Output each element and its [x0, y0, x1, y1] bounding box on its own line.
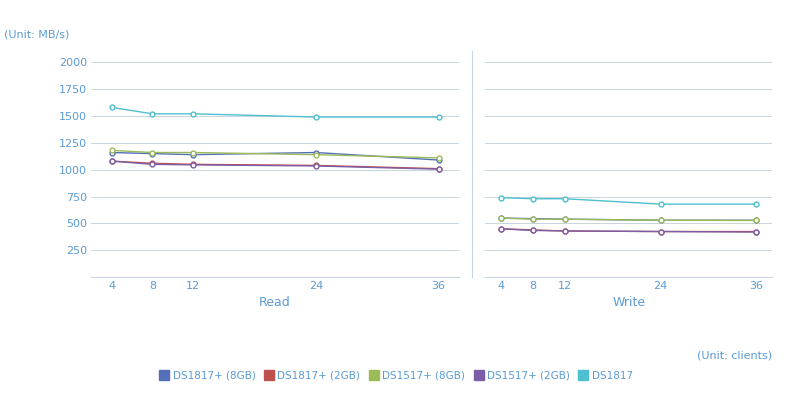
X-axis label: Read: Read [259, 295, 291, 308]
Text: (Unit: MB/s): (Unit: MB/s) [4, 30, 70, 40]
X-axis label: Write: Write [612, 295, 645, 308]
Text: (Unit: clients): (Unit: clients) [697, 350, 772, 360]
Legend: DS1817+ (8GB), DS1817+ (2GB), DS1517+ (8GB), DS1517+ (2GB), DS1817: DS1817+ (8GB), DS1817+ (2GB), DS1517+ (8… [155, 367, 637, 385]
